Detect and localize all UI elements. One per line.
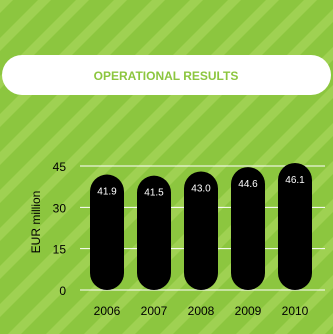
x-tick-label: 2007 — [141, 304, 168, 318]
x-tick-label: 2008 — [188, 304, 215, 318]
y-tick-label: 45 — [53, 160, 67, 174]
y-tick-label: 15 — [53, 243, 67, 257]
y-axis-label: EUR million — [29, 191, 43, 254]
title-box — [2, 55, 331, 95]
bar-value-label: 41.9 — [97, 187, 117, 198]
y-tick-label: 30 — [53, 201, 67, 215]
chart-title: OPERATIONAL RESULTS — [94, 69, 239, 83]
bars: 41.9 41.5 43.0 44.6 46.1 — [90, 162, 312, 290]
bar-value-label: 46.1 — [285, 175, 305, 186]
background-stripe — [0, 0, 203, 203]
bar — [231, 167, 265, 290]
bar — [278, 162, 312, 290]
bar-value-label: 44.6 — [238, 179, 258, 190]
bar-value-label: 41.5 — [144, 188, 164, 199]
x-tick-label: 2010 — [282, 304, 309, 318]
background-stripe — [0, 0, 13, 13]
y-axis-ticks: 0 15 30 45 — [53, 160, 67, 298]
background-stripe — [0, 0, 51, 51]
bar — [184, 171, 218, 290]
bar — [90, 174, 124, 290]
x-tick-label: 2009 — [235, 304, 262, 318]
bar — [137, 175, 171, 290]
bar-value-label: 43.0 — [191, 184, 211, 195]
x-axis-ticks: 2006 2007 2008 2009 2010 — [94, 304, 309, 318]
background-stripe — [312, 313, 333, 334]
y-tick-label: 0 — [59, 284, 66, 298]
x-tick-label: 2006 — [94, 304, 121, 318]
